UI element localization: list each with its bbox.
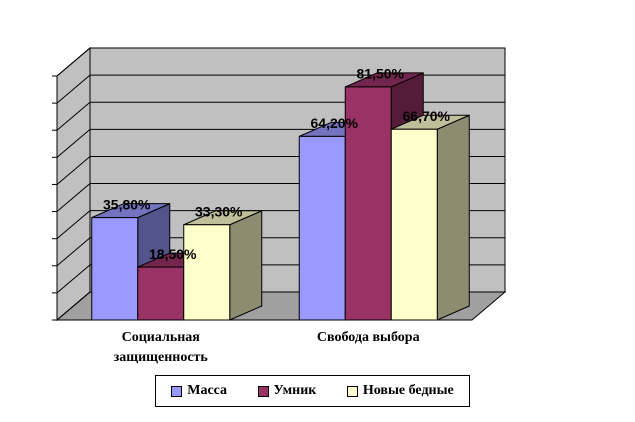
- grid-line: [56, 237, 91, 267]
- bar-side: [436, 114, 470, 321]
- x-tick-label: Социальная защищенность: [113, 330, 208, 365]
- bar-front: [183, 224, 231, 321]
- grid-line: [56, 47, 91, 77]
- grid-line: [56, 264, 91, 294]
- bar-front: [91, 217, 139, 321]
- grid-line: [56, 128, 91, 158]
- legend-item: Новые бедные: [346, 383, 454, 399]
- data-label: 33,30%: [195, 203, 243, 219]
- bar-front: [298, 135, 346, 321]
- bar: [183, 209, 263, 321]
- bar-front: [390, 128, 438, 321]
- legend-item: Умник: [257, 383, 317, 399]
- data-label: 18,50%: [149, 246, 197, 262]
- legend-swatch: [346, 385, 358, 397]
- grid-line: [56, 210, 91, 240]
- data-label: 64,20%: [311, 115, 359, 131]
- bar-front: [137, 266, 185, 321]
- legend-swatch: [171, 385, 183, 397]
- legend-label: Масса: [187, 383, 228, 398]
- x-tick-label: Свобода выбора: [316, 330, 420, 345]
- data-label: 35,80%: [103, 196, 151, 212]
- legend-label: Умник: [273, 383, 317, 398]
- grid-line: [56, 291, 91, 321]
- legend-item: Масса: [171, 383, 227, 399]
- grid-line: [56, 101, 91, 131]
- legend-label: Новые бедные: [362, 383, 454, 398]
- legend: Масса Умник Новые бедные: [155, 375, 470, 407]
- grid-line: [56, 183, 91, 212]
- bar-front: [344, 86, 392, 321]
- bar-side: [229, 209, 263, 321]
- bar: [390, 114, 470, 321]
- grid-line: [56, 156, 91, 185]
- data-label: 66,70%: [403, 108, 451, 124]
- data-label: 81,50%: [357, 66, 405, 82]
- legend-swatch: [257, 385, 269, 397]
- grid-line: [56, 74, 91, 104]
